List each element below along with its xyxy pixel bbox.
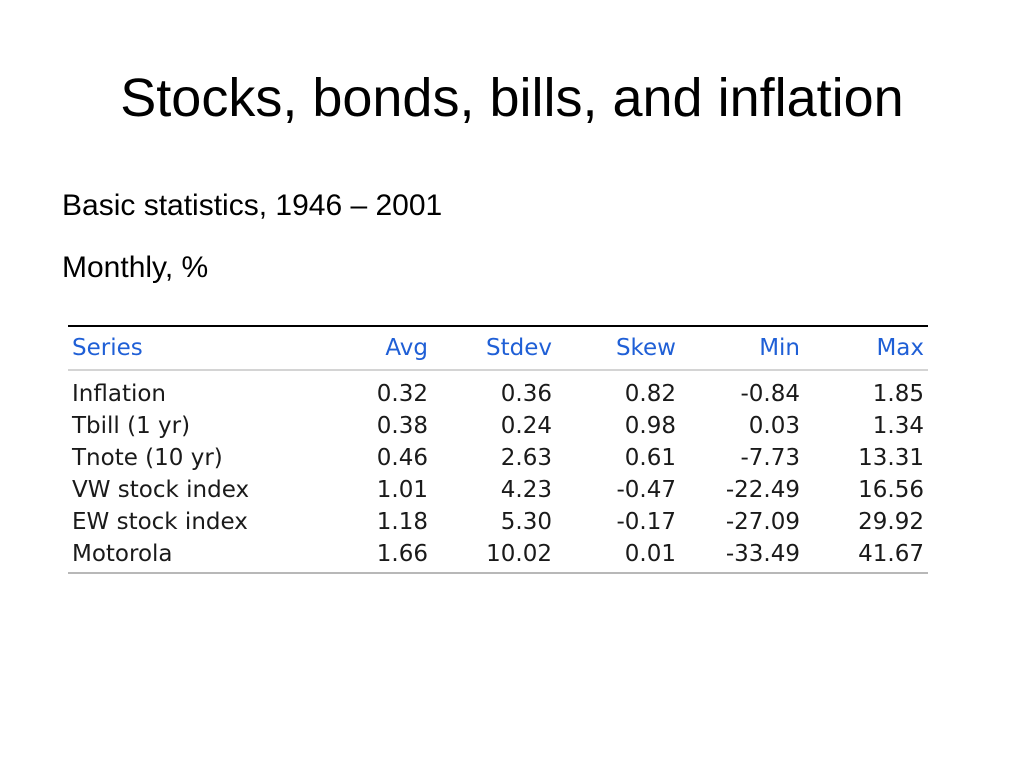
cell-min: -0.84 (740, 381, 800, 407)
cell-max: 41.67 (804, 538, 928, 574)
table-header-row: Series Avg Stdev Skew Min Max (68, 326, 928, 370)
column-header-min: Min (759, 335, 800, 361)
table-row: Tnote (10 yr) 0.46 2.63 0.61 -7.73 13.31 (68, 442, 928, 474)
subtitle-units: Monthly, % (62, 251, 209, 284)
cell-max: 29.92 (858, 509, 924, 535)
cell-series: EW stock index (72, 509, 248, 535)
cell-skew: 0.98 (624, 413, 676, 439)
cell-series: Tbill (1 yr) (72, 413, 191, 439)
cell-series: Motorola (68, 538, 308, 574)
cell-avg: 1.01 (376, 477, 428, 503)
cell-stdev: 10.02 (432, 538, 556, 574)
cell-max: 16.56 (858, 477, 924, 503)
cell-series: Inflation (72, 381, 166, 407)
cell-max: 13.31 (858, 445, 924, 471)
table-row: EW stock index 1.18 5.30 -0.17 -27.09 29… (68, 506, 928, 538)
cell-series: Tnote (10 yr) (72, 445, 223, 471)
cell-min: 0.03 (748, 413, 800, 439)
cell-stdev: 0.24 (500, 413, 552, 439)
cell-avg: 1.66 (308, 538, 432, 574)
column-header-stdev: Stdev (486, 335, 552, 361)
cell-series: VW stock index (72, 477, 250, 503)
cell-min: -22.49 (725, 477, 800, 503)
cell-max: 1.85 (872, 381, 924, 407)
cell-avg: 0.32 (376, 381, 428, 407)
cell-skew: -0.47 (616, 477, 676, 503)
column-header-skew: Skew (615, 335, 676, 361)
cell-max: 1.34 (872, 413, 924, 439)
cell-stdev: 2.63 (500, 445, 552, 471)
table-row: Tbill (1 yr) 0.38 0.24 0.98 0.03 1.34 (68, 410, 928, 442)
cell-stdev: 0.36 (500, 381, 552, 407)
column-header-max: Max (876, 335, 924, 361)
cell-avg: 0.46 (376, 445, 428, 471)
subtitle-period: Basic statistics, 1946 – 2001 (62, 189, 443, 222)
cell-min: -27.09 (725, 509, 800, 535)
table-row: VW stock index 1.01 4.23 -0.47 -22.49 16… (68, 474, 928, 506)
cell-skew: 0.01 (556, 538, 680, 574)
cell-avg: 0.38 (376, 413, 428, 439)
cell-skew: 0.82 (624, 381, 676, 407)
cell-avg: 1.18 (376, 509, 428, 535)
table-row: Motorola 1.66 10.02 0.01 -33.49 41.67 (68, 538, 928, 574)
cell-stdev: 4.23 (500, 477, 552, 503)
slide-title: Stocks, bonds, bills, and inflation (120, 68, 904, 128)
cell-skew: 0.61 (624, 445, 676, 471)
statistics-table: Series Avg Stdev Skew Min Max Inflation … (68, 325, 928, 574)
cell-stdev: 5.30 (500, 509, 552, 535)
cell-min: -7.73 (740, 445, 800, 471)
cell-min: -33.49 (680, 538, 804, 574)
cell-skew: -0.17 (616, 509, 676, 535)
column-header-avg: Avg (385, 335, 428, 361)
table-row: Inflation 0.32 0.36 0.82 -0.84 1.85 (68, 370, 928, 410)
column-header-series: Series (72, 335, 143, 361)
